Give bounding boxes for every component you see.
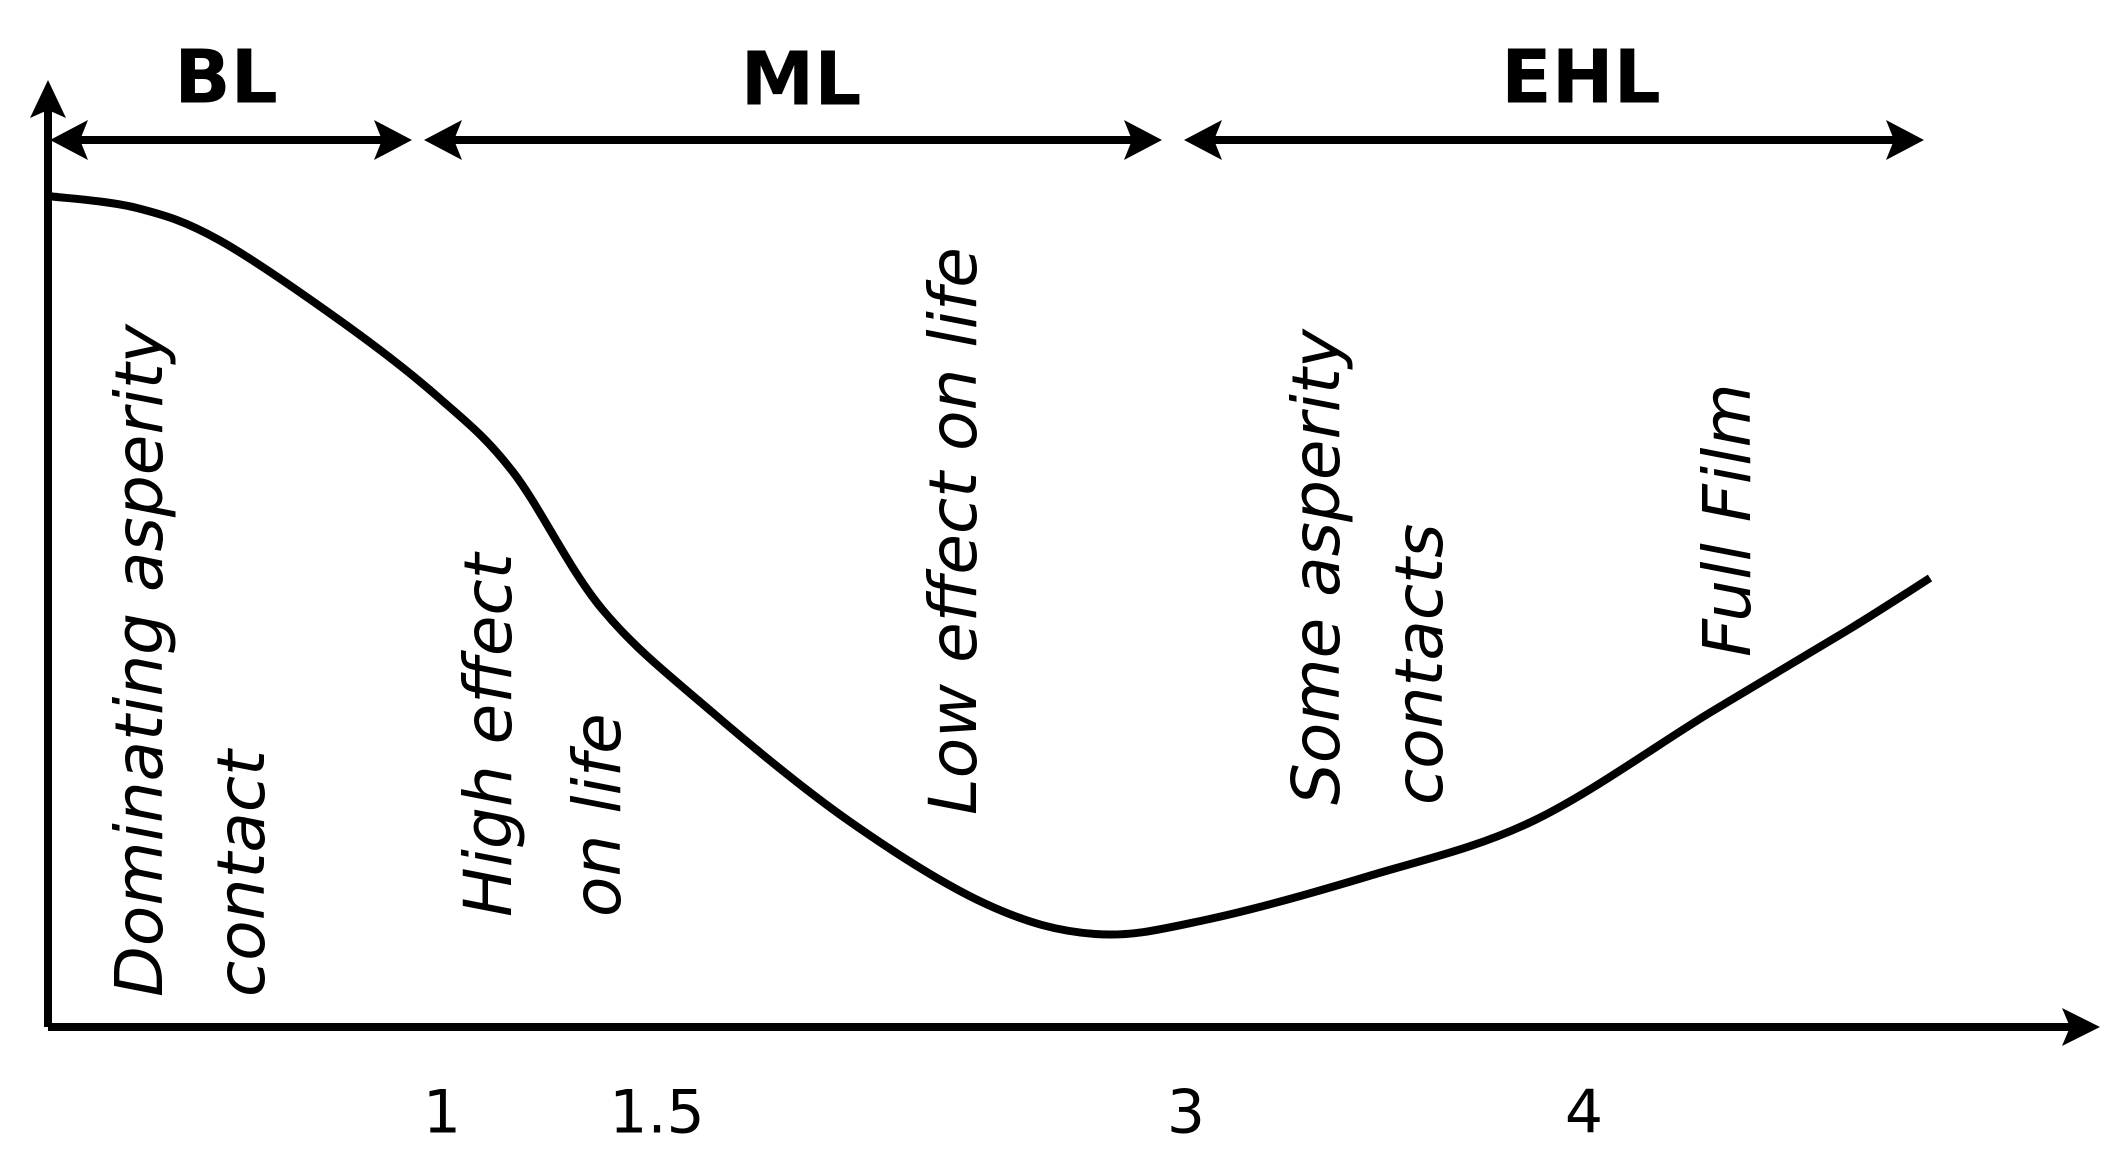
annotation: Dominating asperity [101,323,178,997]
region-label: ML [741,37,862,123]
x-tick-label: 1 [423,1078,461,1148]
annotation: Low effect on life [915,247,992,815]
x-axis-arrow [2062,1008,2100,1046]
arrow-head [50,120,88,160]
arrow-head [1124,120,1162,160]
arrow-head [1184,120,1222,160]
annotation: contacts [1381,524,1458,805]
annotation: Some asperity [1278,328,1355,805]
annotation: High effect [450,551,527,917]
arrow-head [1886,120,1924,160]
arrow-head [374,120,412,160]
arrow-head [424,120,462,160]
stribeck-curve [47,192,1933,939]
annotation: contact [203,748,280,997]
annotation: on life [559,713,636,917]
y-axis-arrow [30,80,66,118]
x-tick-label: 3 [1167,1078,1205,1148]
region-arrows [50,120,1924,160]
annotation: Full Film [1689,383,1766,657]
x-tick-label: 4 [1565,1078,1603,1148]
region-label: EHL [1501,35,1661,121]
x-tick-label: 1.5 [609,1078,704,1148]
region-label: BL [174,35,278,121]
